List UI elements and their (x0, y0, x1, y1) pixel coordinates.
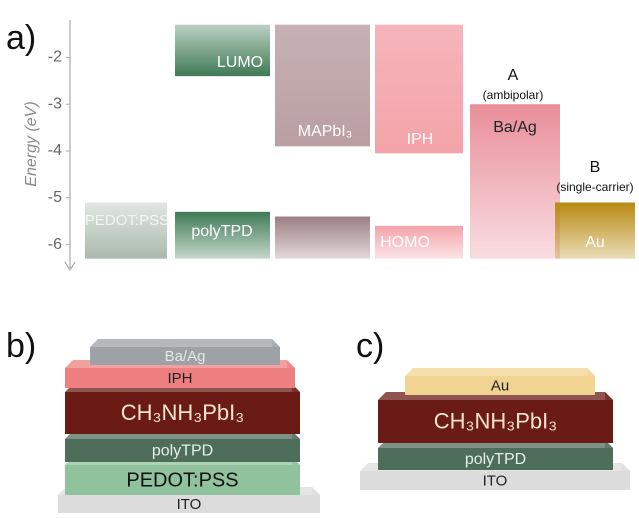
level-label: PEDOT:PSS (85, 212, 169, 229)
annotation: B (590, 159, 601, 176)
y-tick-label: -2 (48, 49, 62, 66)
figure: a) Energy (eV) -2 -3 -4 -5 -6 PEDOT:PSS LUMO po… (0, 0, 639, 518)
energy-level (85, 202, 167, 258)
layer-top (90, 339, 280, 347)
annotation: (ambipolar) (483, 88, 544, 102)
level-label: HOMO (380, 234, 430, 251)
layer-label: polyTPD (152, 443, 213, 460)
panel-label: c) (356, 327, 384, 365)
page: a) Energy (eV) -2 -3 -4 -5 -6 PEDOT:PSS LUMO po… (0, 0, 639, 518)
layer-label: IPH (167, 370, 192, 387)
y-tick-label: -6 (48, 236, 62, 253)
layer-label: CH₃NH₃PbI₃ (121, 400, 244, 425)
y-tick-label: -5 (48, 189, 62, 206)
energy-level (275, 217, 370, 259)
panel-label: b) (6, 327, 36, 365)
panel-label: a) (6, 19, 36, 57)
annotation: A (508, 67, 519, 84)
layer-label: PEDOT:PSS (126, 469, 238, 491)
y-axis-label: Energy (eV) (23, 101, 40, 186)
layer-label: Au (491, 377, 509, 394)
level-label: Ba/Ag (493, 119, 537, 136)
layer-label: Ba/Ag (165, 348, 206, 365)
level-label: LUMO (217, 54, 263, 71)
y-tick-label: -4 (48, 142, 62, 159)
annotation: (single-carrier) (556, 180, 633, 194)
y-tick-label: -3 (48, 95, 62, 112)
layer-label: ITO (483, 472, 508, 489)
level-label: IPH (407, 131, 434, 148)
layer-label: polyTPD (465, 451, 526, 468)
layer-label: CH₃NH₃PbI₃ (434, 408, 557, 433)
level-label: Au (585, 234, 605, 251)
layer-label: ITO (177, 496, 202, 513)
layer-top (405, 368, 595, 376)
level-label: MAPbI₃ (298, 123, 353, 140)
level-label: polyTPD (191, 223, 252, 240)
